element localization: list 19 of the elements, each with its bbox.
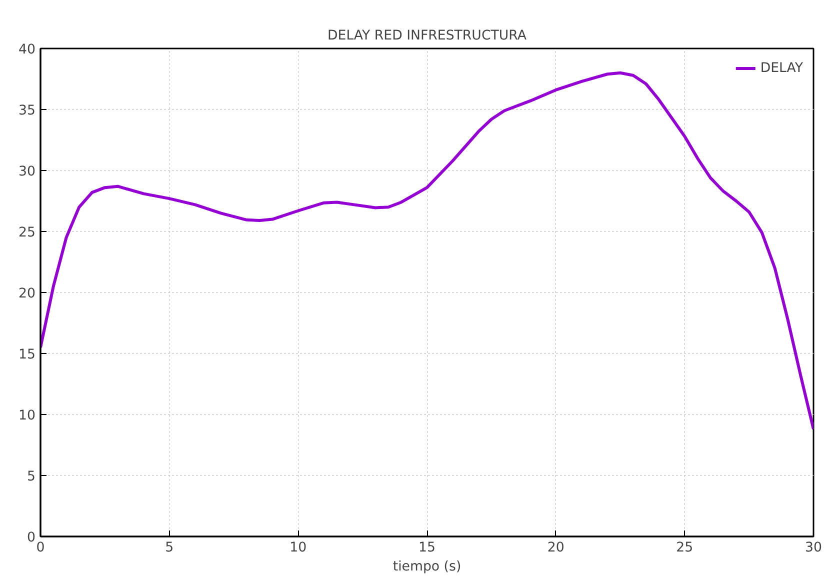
x-tick-label: 30 — [805, 540, 822, 556]
y-tick-label: 5 — [27, 470, 36, 484]
y-tick-label: 20 — [18, 286, 36, 302]
x-tick-label: 15 — [418, 540, 436, 556]
y-tick-label: 0 — [27, 530, 36, 546]
y-tick-label: 30 — [18, 164, 36, 180]
y-tick-label: 25 — [18, 226, 36, 240]
y-tick-label: 40 — [18, 42, 36, 58]
y-tick-label: 15 — [18, 348, 36, 362]
y-tick-label: 35 — [18, 104, 36, 118]
y-tick-label: 10 — [18, 408, 36, 424]
x-tick-label: 5 — [165, 540, 174, 556]
x-axis-title: tiempo (s) — [392, 560, 462, 574]
legend-label: DELAY — [760, 60, 803, 76]
x-tick-label: 20 — [547, 540, 564, 556]
x-tick-label: 25 — [676, 540, 694, 556]
x-tick-label: 10 — [290, 540, 307, 556]
chart-title: DELAY RED INFRESTRUCTURA — [328, 28, 526, 44]
line-series — [40, 71, 814, 431]
